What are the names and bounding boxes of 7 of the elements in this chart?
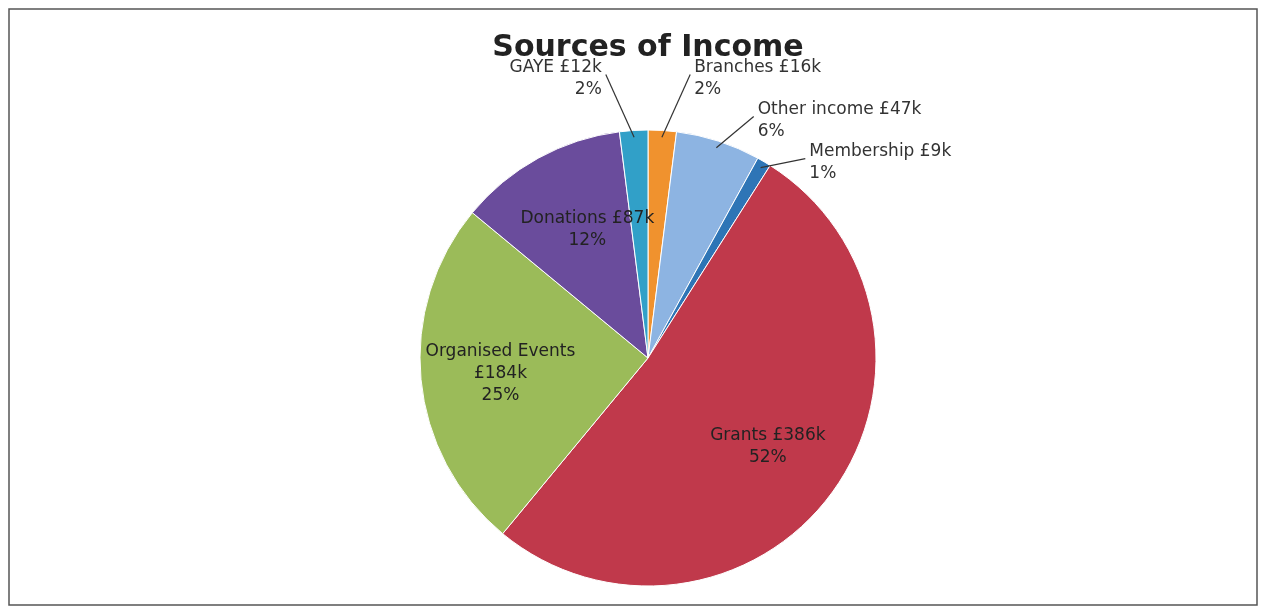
slice-label: Grants £386k 52%: [710, 424, 826, 467]
data-label: £184k 25%: [473, 361, 528, 404]
slice-label: GAYE £12k 2%: [509, 55, 602, 98]
slice-label: Donations £87k 12%: [520, 207, 655, 250]
slice-label: Other income £47k 6%: [757, 97, 922, 140]
slice-label: Membership £9k 1%: [809, 139, 952, 182]
slice-label: Organised Events: [425, 339, 576, 360]
